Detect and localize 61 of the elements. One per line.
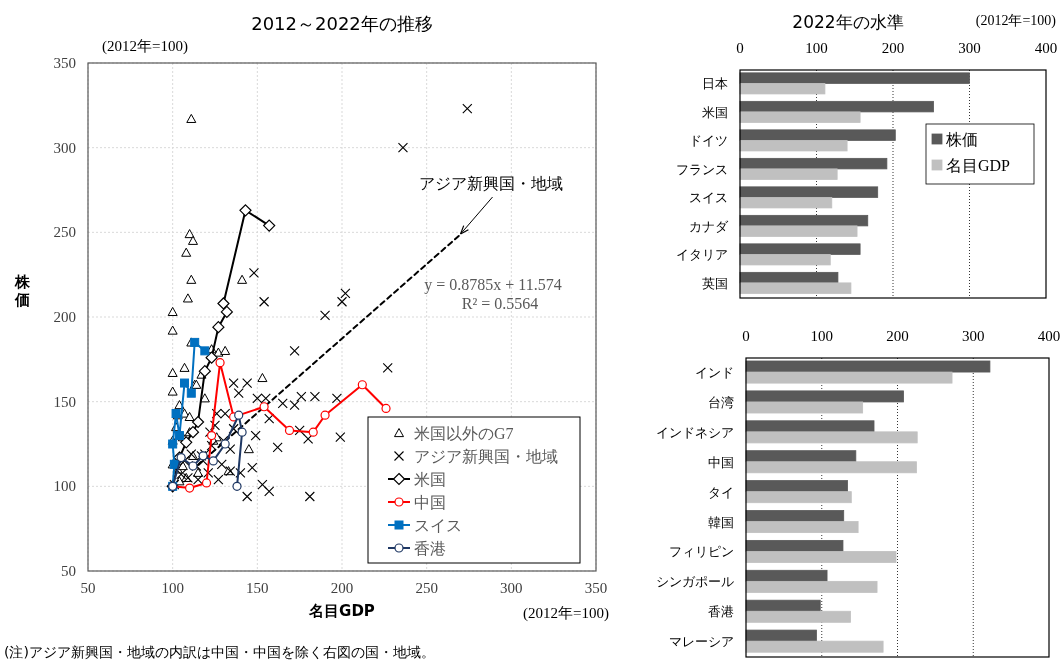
y-tick-label: 日本 [702,76,728,92]
y-tick-label: フィリピン [669,544,734,560]
y-tick-label: カナダ [689,218,729,234]
y-tick-label: スイス [689,190,728,206]
x-tick-label: 250 [415,580,438,596]
legend-label: アジア新興国・地域 [414,448,558,465]
x-tick-label: 300 [958,40,981,56]
annotation: R² = 0.5564 [461,295,539,312]
x-axis-title: 名目GDP [308,602,375,620]
legend-label: 米国 [414,471,446,488]
legend-label: 中国 [414,494,446,511]
annotation: アジア新興国・地域 [418,175,563,193]
x-tick-label: 350 [584,580,608,596]
x-tick-label: 200 [886,328,909,344]
chart-title: 2012～2022年の推移 [251,13,433,34]
y-tick-label: 中国 [708,454,734,470]
x-tick-label: 0 [736,40,744,56]
y-tick-label: インドネシア [656,424,734,440]
legend-label: 米国以外のG7 [414,425,514,442]
x-tick-label: 400 [1034,40,1058,56]
y-tick-label: ドイツ [689,133,728,149]
text: (2012年=100) [523,605,609,622]
legend-label: 名目GDP [946,157,1011,174]
y-axis-title: 株価 [13,273,31,309]
y-tick-label: 300 [53,139,76,156]
y-tick-label: 米国 [702,104,728,120]
y-tick-label: 100 [53,478,76,495]
y-tick-label: 200 [53,309,76,325]
text: (2012年=100) [102,38,188,55]
x-tick-label: 100 [810,328,833,344]
legend-label: 香港 [414,540,446,557]
x-tick-label: 150 [246,580,269,596]
x-tick-label: 0 [742,328,750,344]
x-tick-label: 300 [962,328,985,344]
y-tick-label: 50 [61,563,76,579]
y-tick-label: 350 [53,55,76,71]
y-tick-label: イタリア [676,247,728,263]
x-tick-label: 200 [881,40,905,56]
y-tick-label: タイ [708,484,734,500]
x-tick-label: 300 [500,580,523,596]
text: (注)アジア新興国・地域の内訳は中国・中国を除く右図の国・地域。 [4,644,435,660]
y-tick-label: 英国 [702,275,728,291]
y-tick-label: フランス [676,161,728,177]
x-tick-label: 200 [330,580,354,596]
chart-title: 2022年の水準 [792,12,904,32]
x-tick-label: 50 [80,580,96,596]
x-tick-label: 100 [805,40,828,56]
text: (2012年=100) [975,13,1057,29]
annotation: y = 0.8785x + 11.574 [424,276,562,294]
x-tick-label: 100 [161,580,184,596]
y-tick-label: 250 [53,224,76,241]
y-tick-label: 香港 [708,604,734,620]
y-tick-label: インド [695,365,734,381]
y-tick-label: 韓国 [708,514,734,530]
y-tick-label: 150 [53,393,76,410]
y-tick-label: マレーシア [669,634,734,650]
y-tick-label: 台湾 [708,394,734,410]
x-tick-label: 400 [1037,328,1061,344]
legend-label: スイス [414,517,462,534]
legend-label: 株価 [945,131,978,148]
y-tick-label: シンガポール [656,574,734,590]
